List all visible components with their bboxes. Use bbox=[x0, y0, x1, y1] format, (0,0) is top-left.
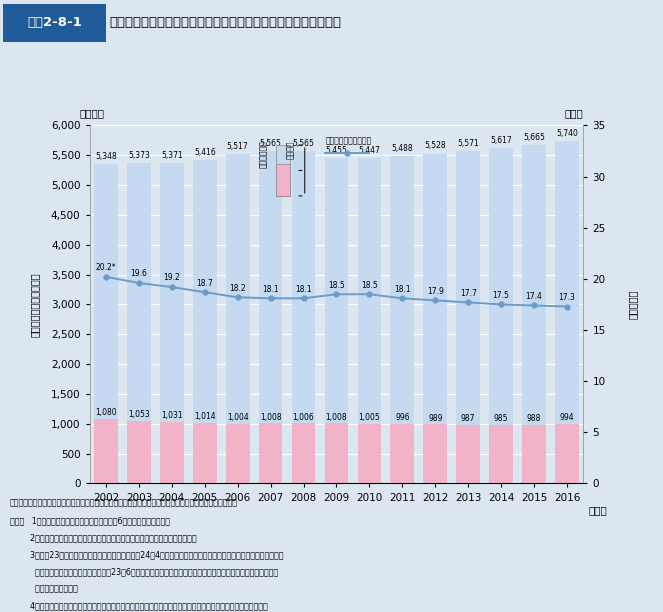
Bar bbox=[127, 420, 151, 483]
Text: 1,006: 1,006 bbox=[292, 412, 314, 422]
Bar bbox=[555, 424, 579, 483]
Text: 1,008: 1,008 bbox=[326, 412, 347, 422]
Bar bbox=[94, 165, 118, 483]
Text: 5,665: 5,665 bbox=[523, 133, 545, 142]
Text: 18.7: 18.7 bbox=[196, 278, 213, 288]
Text: 労働組合員数: 労働組合員数 bbox=[259, 140, 269, 168]
Text: 日本大震災に伴う補完推計」の平成23年6月分の推計値及びその数値を用いて計算した値である。時系列比較の: 日本大震災に伴う補完推計」の平成23年6月分の推計値及びその数値を用いて計算した… bbox=[10, 567, 278, 577]
Text: 996: 996 bbox=[395, 413, 410, 422]
Text: 19.2: 19.2 bbox=[164, 274, 180, 283]
Bar bbox=[357, 424, 381, 483]
Bar bbox=[160, 422, 184, 483]
Bar bbox=[489, 425, 513, 483]
Bar bbox=[522, 146, 546, 483]
Text: 985: 985 bbox=[494, 414, 509, 423]
Text: 18.5: 18.5 bbox=[328, 281, 345, 289]
Bar bbox=[160, 163, 184, 483]
Text: 17.7: 17.7 bbox=[459, 289, 477, 298]
Text: 図表2-8-1: 図表2-8-1 bbox=[27, 17, 82, 29]
Text: 雇用者数・労働組合員数: 雇用者数・労働組合員数 bbox=[30, 272, 40, 337]
Text: 5,416: 5,416 bbox=[194, 148, 215, 157]
Bar bbox=[391, 424, 414, 483]
Bar bbox=[292, 424, 316, 483]
Bar bbox=[127, 163, 151, 483]
Text: 5,517: 5,517 bbox=[227, 142, 249, 151]
Bar bbox=[424, 154, 447, 483]
Text: 1,014: 1,014 bbox=[194, 412, 215, 421]
Text: 3．平成23年の雇用者数及び推定組織率は、平成24年4月に総務省統計局から公表された「労働力調査における東: 3．平成23年の雇用者数及び推定組織率は、平成24年4月に総務省統計局から公表さ… bbox=[10, 550, 284, 559]
Text: 推定組織率: 推定組織率 bbox=[628, 290, 638, 319]
Text: 17.3: 17.3 bbox=[558, 293, 575, 302]
Text: （万人）: （万人） bbox=[80, 108, 105, 118]
FancyBboxPatch shape bbox=[276, 164, 290, 196]
Text: 18.2: 18.2 bbox=[229, 284, 246, 293]
Text: 1,005: 1,005 bbox=[359, 412, 381, 422]
Text: 19.6: 19.6 bbox=[131, 269, 147, 278]
Text: 1,053: 1,053 bbox=[128, 410, 150, 419]
Text: 1,031: 1,031 bbox=[161, 411, 182, 420]
Text: 5,348: 5,348 bbox=[95, 152, 117, 161]
Text: 雇用者数、労働組合員数及び推定組織率の推移（単一労働組合）: 雇用者数、労働組合員数及び推定組織率の推移（単一労働組合） bbox=[109, 17, 341, 29]
Text: 5,373: 5,373 bbox=[128, 151, 150, 160]
FancyBboxPatch shape bbox=[276, 145, 290, 196]
Text: 5,565: 5,565 bbox=[292, 139, 314, 148]
Text: 際は注意を要する。: 際は注意を要する。 bbox=[10, 584, 78, 594]
Text: 20.2*: 20.2* bbox=[95, 263, 116, 272]
Text: 5,617: 5,617 bbox=[490, 136, 512, 145]
Text: （注）   1．「雇用者数」は、労働力調査の各年6月分の原数値である。: （注） 1．「雇用者数」は、労働力調査の各年6月分の原数値である。 bbox=[10, 516, 170, 525]
Text: 994: 994 bbox=[560, 413, 574, 422]
Text: 雇用者数: 雇用者数 bbox=[286, 140, 294, 159]
Text: 987: 987 bbox=[461, 414, 475, 423]
Bar bbox=[292, 151, 316, 483]
Text: 推定組織率（右目盛）: 推定組織率（右目盛） bbox=[326, 136, 371, 145]
Bar bbox=[259, 151, 282, 483]
Bar bbox=[522, 425, 546, 483]
Text: 5,740: 5,740 bbox=[556, 129, 578, 138]
Text: 18.5: 18.5 bbox=[361, 281, 378, 289]
Bar bbox=[226, 424, 249, 483]
Text: （％）: （％） bbox=[565, 108, 583, 118]
Text: 5,571: 5,571 bbox=[457, 139, 479, 147]
Text: 5,528: 5,528 bbox=[424, 141, 446, 151]
Text: 5,565: 5,565 bbox=[260, 139, 282, 148]
Text: 5,488: 5,488 bbox=[392, 144, 413, 153]
Text: 18.1: 18.1 bbox=[295, 285, 312, 294]
Text: 1,008: 1,008 bbox=[260, 412, 281, 422]
Text: 18.1: 18.1 bbox=[263, 285, 279, 294]
Bar bbox=[259, 424, 282, 483]
Text: 17.4: 17.4 bbox=[526, 292, 542, 301]
Bar bbox=[424, 425, 447, 483]
Bar bbox=[391, 156, 414, 483]
Bar bbox=[325, 158, 348, 483]
Bar bbox=[489, 148, 513, 483]
Text: 2．「推定組織率」は、労働組合数を雇用者数で除して得られた数値である。: 2．「推定組織率」は、労働組合数を雇用者数で除して得られた数値である。 bbox=[10, 533, 196, 542]
Bar bbox=[456, 425, 480, 483]
FancyBboxPatch shape bbox=[3, 4, 106, 42]
Bar bbox=[226, 154, 249, 483]
Text: 資料：厚生労働省政策統括官付雇用・賃金福祉統計室「労働組合基礎調査」、総務省統計局「労働力調査」: 資料：厚生労働省政策統括官付雇用・賃金福祉統計室「労働組合基礎調査」、総務省統計… bbox=[10, 499, 238, 508]
Text: 5,455: 5,455 bbox=[326, 146, 347, 155]
Text: 1,004: 1,004 bbox=[227, 412, 249, 422]
Text: 5,447: 5,447 bbox=[359, 146, 381, 155]
Text: 989: 989 bbox=[428, 414, 442, 423]
Text: 17.9: 17.9 bbox=[427, 287, 444, 296]
Bar bbox=[193, 423, 217, 483]
Bar bbox=[94, 419, 118, 483]
Bar bbox=[193, 160, 217, 483]
Text: 17.5: 17.5 bbox=[493, 291, 510, 300]
Text: 18.1: 18.1 bbox=[394, 285, 410, 294]
Bar bbox=[357, 159, 381, 483]
Bar bbox=[456, 151, 480, 483]
Text: （年）: （年） bbox=[588, 505, 607, 515]
Text: 5,371: 5,371 bbox=[161, 151, 183, 160]
Text: 1,080: 1,080 bbox=[95, 408, 117, 417]
Bar bbox=[555, 141, 579, 483]
Bar bbox=[325, 424, 348, 483]
Text: 988: 988 bbox=[527, 414, 541, 423]
Text: 4．雇用者数については、国勢調査基準切換えに伴う遥及や補正を行っていない当初の公表結果を用いている。: 4．雇用者数については、国勢調査基準切換えに伴う遥及や補正を行っていない当初の公… bbox=[10, 602, 268, 611]
